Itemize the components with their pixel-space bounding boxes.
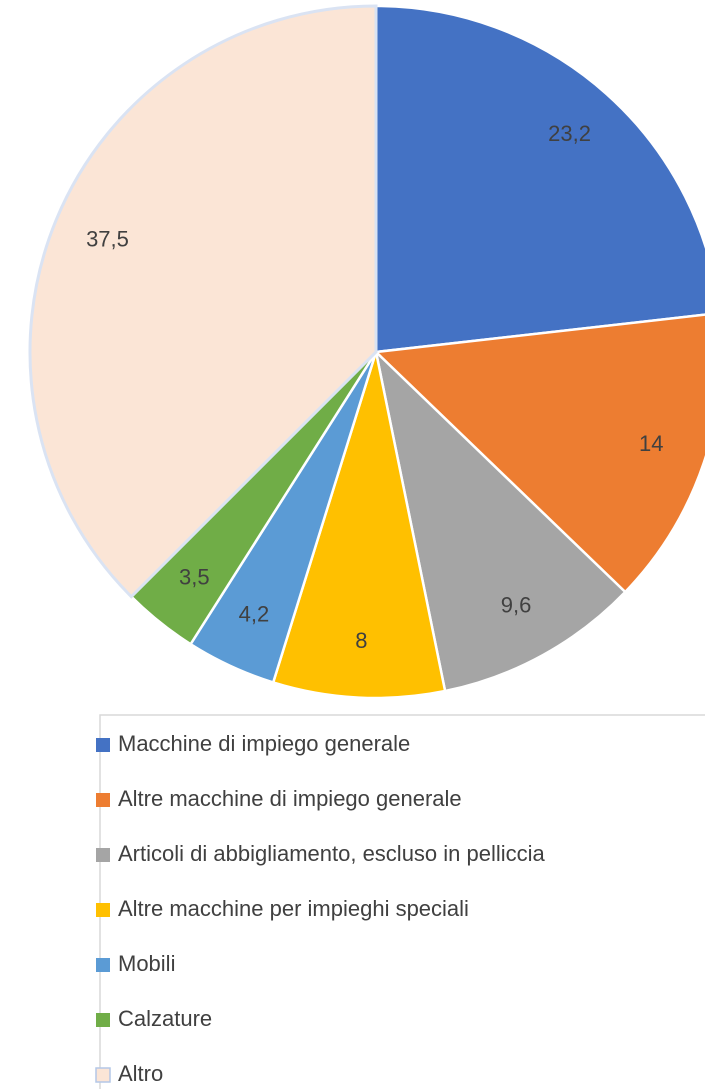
legend-label: Macchine di impiego generale — [118, 731, 410, 756]
data-label: 8 — [355, 628, 367, 653]
legend-swatch — [96, 903, 110, 917]
data-label: 4,2 — [239, 602, 270, 627]
pie-slice — [374, 4, 705, 354]
legend-swatch — [96, 958, 110, 972]
legend-label: Mobili — [118, 951, 175, 976]
data-label: 9,6 — [501, 593, 532, 618]
legend-label: Altre macchine di impiego generale — [118, 786, 462, 811]
legend-label: Calzature — [118, 1006, 212, 1031]
legend-label: Altre macchine per impieghi speciali — [118, 896, 469, 921]
pie-slice — [373, 348, 627, 693]
data-label: 37,5 — [86, 227, 129, 252]
pie-slice — [373, 313, 705, 594]
legend-swatch — [96, 1013, 110, 1027]
data-label: 23,2 — [548, 121, 591, 146]
legend-swatch — [96, 848, 110, 862]
legend-swatch — [96, 738, 110, 752]
legend-label: Altro — [118, 1061, 163, 1086]
legend-swatch — [95, 1067, 111, 1083]
data-label: 3,5 — [179, 565, 210, 590]
legend-swatch — [96, 793, 110, 807]
data-label: 14 — [639, 431, 663, 456]
pie-slice — [271, 351, 447, 700]
pie-slice — [28, 4, 378, 599]
legend-label: Articoli di abbigliamento, escluso in pe… — [118, 841, 546, 866]
